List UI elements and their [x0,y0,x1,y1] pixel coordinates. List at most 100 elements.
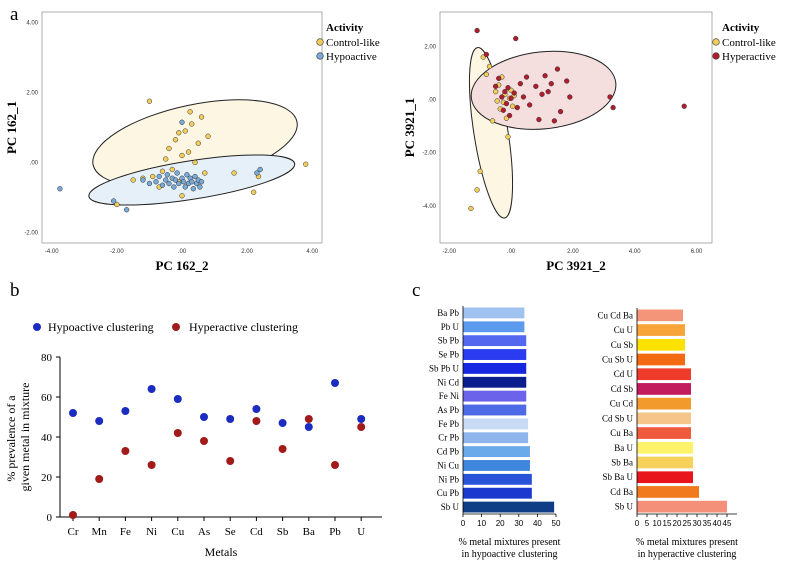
point-hyperactive [506,112,513,119]
point-hypoactive-clustering-as [200,413,208,421]
x-tick-label: 5 [645,519,650,528]
point-hyperactive [502,89,508,95]
point-hyperactive-clustering-fe [121,447,130,455]
category-label-cd-sb-u: Cd Sb U [602,413,634,423]
y-tick-label: 60 [41,392,53,404]
point-hypoactive [254,170,260,176]
point-hyperactive [554,66,561,72]
x-tick-label-u: U [357,526,365,538]
bar-cu-sb-u [637,353,685,366]
x-tick-label-ba: Ba [303,526,315,538]
x-tick-label: 0 [461,519,466,528]
point-hypoactive [174,170,180,176]
y-tick-label: -2.00 [422,151,436,157]
legend-marker-control-like [712,38,720,46]
point-control-like [179,152,185,159]
point-control-like [169,166,175,173]
x-tick-label: 40 [713,519,722,528]
category-label-pb-u: Pb U [441,322,460,332]
legend-title: Activity [722,22,760,34]
x-tick-label-se: Se [225,526,236,538]
x-tick-label: 6.00 [691,249,703,255]
point-control-like [505,134,511,140]
point-hyperactive [508,95,514,101]
point-hypoactive-clustering-fe [121,407,130,415]
point-control-like [182,128,188,134]
bar-as-pb [463,404,527,416]
category-label-sb-ba-u: Sb Ba U [602,472,633,482]
point-hypoactive-clustering-cu [173,395,182,403]
category-label-cu-u: Cu U [614,325,634,335]
y-tick-label: 4.00 [26,21,38,27]
plot-frame [439,11,713,244]
legend-label-hypoactive: Hypoactive clustering [48,320,154,334]
x-tick-label: -2.00 [442,249,456,255]
point-control-like [303,161,309,167]
category-label-cu-sb-u: Cu Sb U [602,355,634,365]
point-hyperactive-clustering-sb [278,445,287,453]
point-hypoactive-clustering-ba [304,423,313,431]
point-hypoactive [159,182,166,188]
x-axis-title: Metals [205,545,238,559]
legend-marker-control-like [316,38,324,46]
bar-sb-ba-u [637,471,693,484]
bar-cu-sb [637,338,685,351]
bar-cu-cd-ba [637,309,683,322]
point-hyperactive-clustering-pb [331,461,339,469]
category-label-cd-ba: Cd Ba [610,487,633,497]
bar-fe-ni [463,390,527,402]
point-hyperactive-clustering-cu [173,429,182,437]
point-hypoactive-clustering-mn [95,417,104,425]
bar-cd-sb [637,383,691,395]
bar-cr-pb [463,432,529,444]
y-tick-label: -2.00 [24,231,38,237]
category-label-ba-u: Ba U [614,443,633,453]
x-tick-label: 25 [683,519,692,528]
bar-ni-cu [463,460,530,471]
legend: Activity Control-like Hyperactive [712,22,776,63]
point-hyperactive-clustering-ni [147,461,156,469]
point-control-like [114,201,120,208]
y-axis-title: % prevalence of a given metal in mixture [4,383,32,492]
point-hyperactive [567,94,573,100]
y-tick-label: -4.00 [422,204,436,210]
point-hyperactive [505,85,511,91]
point-control-like [146,98,153,104]
bar-sb-pb-u [463,362,527,374]
bar-cd-ba [637,486,699,498]
bar-cu-cd [637,397,691,410]
bar-ni-pb [463,473,532,485]
x-axis-title-line-1: % metal mixtures present [459,537,561,548]
point-hyperactive-clustering-cr [69,511,77,519]
x-axis-title-line-2: in hypoactive clustering [461,549,557,560]
point-control-like [483,71,490,78]
point-hypoactive-clustering-pb [331,379,339,387]
x-tick-label-pb: Pb [329,526,341,538]
legend-title: Activity [326,22,364,34]
legend: Hypoactive clustering Hyperactive cluste… [33,320,298,334]
x-tick-label-ni: Ni [146,526,157,538]
panel-label-b: b [10,280,20,301]
point-hyperactive [542,73,548,79]
category-label-cr-pb: Cr Pb [438,433,459,443]
bar-pb-u [463,321,525,333]
y-tick-label: .00 [428,98,437,104]
x-tick-label: .00 [178,249,187,255]
category-label-cd-pb: Cd Pb [437,447,460,457]
category-label-cd-u: Cd U [614,369,634,379]
x-tick-label: 4.00 [629,249,641,255]
bar-ba-pb [463,307,525,319]
hyperactive-mixture-bars: Cu Cd Ba Cu U Cu Sb Cu Sb U Cd U Cd Sb Cu Cd Cd… [597,308,738,560]
point-control-like [185,149,192,155]
bar-cd-sb-u [637,412,691,425]
point-hypoactive [140,177,146,183]
bar-fe-pb [463,418,529,430]
point-hypoactive [172,177,179,183]
point-control-like [474,187,480,193]
legend-label-control-like: Control-like [722,37,776,49]
bar-cu-ba [637,427,691,439]
category-label-ni-cu: Ni Cu [437,460,459,470]
point-control-like [176,130,182,136]
legend-marker-hyperactive [712,52,720,60]
